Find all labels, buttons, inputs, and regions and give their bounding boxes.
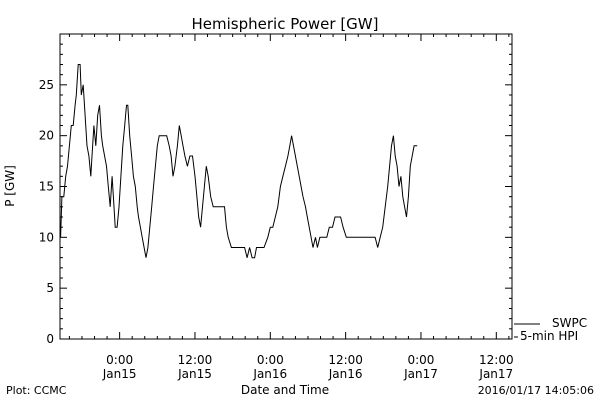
y-axis-ticks: 0 5 10 15 20 25: [39, 33, 512, 346]
y-tick-label: 20: [39, 129, 54, 143]
x-tick-label-time: 12:00: [178, 353, 213, 367]
series-line: [60, 64, 418, 259]
x-tick-label-date: Jan17: [403, 367, 438, 381]
x-tick-label-time: 0:00: [106, 353, 133, 367]
x-axis-label: Date and Time: [241, 383, 329, 397]
y-tick-label: 5: [46, 281, 54, 295]
x-tick-label-time: 12:00: [479, 353, 514, 367]
y-tick-label: 0: [46, 332, 54, 346]
legend-entry-hpi: 5-min HPI: [520, 329, 578, 343]
x-tick-label-date: Jan15: [177, 367, 212, 381]
footer-timestamp: 2016/01/17 14:05:06: [478, 384, 594, 397]
y-tick-label: 15: [39, 180, 54, 194]
x-tick-label-date: Jan16: [252, 367, 287, 381]
x-tick-label-date: Jan17: [478, 367, 513, 381]
x-tick-label-date: Jan16: [328, 367, 363, 381]
x-tick-label-time: 0:00: [407, 353, 434, 367]
y-axis-label: P [GW]: [3, 165, 17, 207]
footer-left: Plot: CCMC: [6, 384, 67, 397]
chart-title: Hemispheric Power [GW]: [192, 15, 379, 33]
x-tick-label-date: Jan15: [102, 367, 137, 381]
y-tick-label: 25: [39, 78, 54, 92]
y-tick-label: 10: [39, 230, 54, 244]
legend-entry-swpc: SWPC: [552, 316, 587, 330]
legend: SWPC 5-min HPI: [514, 316, 587, 343]
x-tick-label-time: 0:00: [257, 353, 284, 367]
x-tick-label-time: 12:00: [328, 353, 363, 367]
plot-frame: [59, 33, 513, 340]
x-axis-ticks: 0:00Jan1512:00Jan150:00Jan1612:00Jan160:…: [68, 34, 514, 381]
